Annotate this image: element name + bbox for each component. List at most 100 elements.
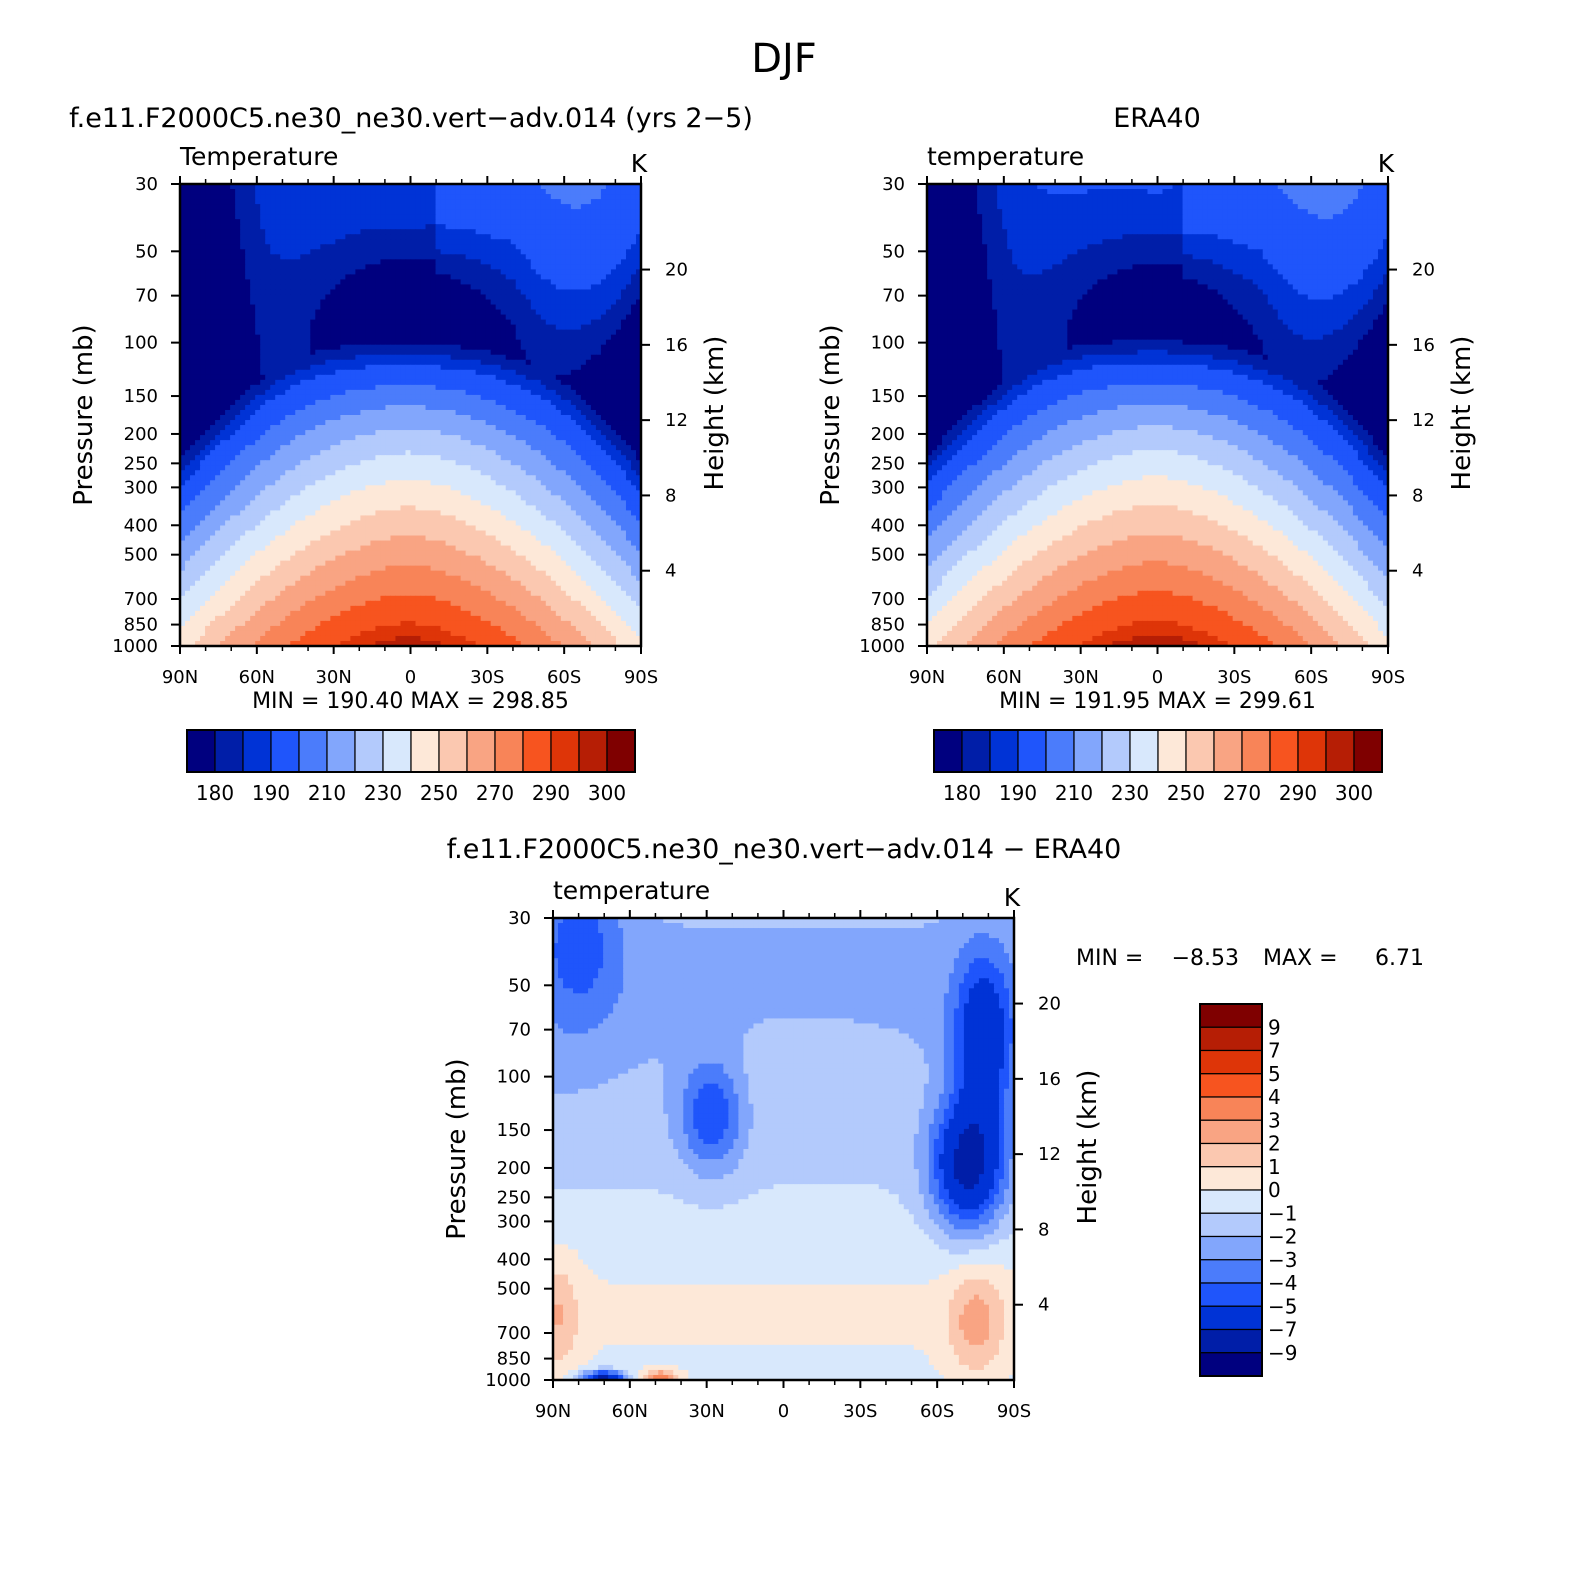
contour-cell bbox=[625, 319, 632, 326]
contour-cell bbox=[205, 319, 211, 326]
contour-cell bbox=[400, 244, 407, 250]
contour-cell bbox=[495, 409, 502, 416]
contour-cell bbox=[520, 224, 527, 230]
contour-cell bbox=[350, 254, 356, 260]
contour-cell bbox=[280, 389, 286, 396]
contour-cell bbox=[405, 214, 412, 220]
contour-cell bbox=[510, 304, 517, 311]
contour-cell bbox=[245, 450, 251, 456]
contour-cell bbox=[605, 425, 612, 431]
contour-cell bbox=[440, 259, 447, 265]
contour-cell bbox=[620, 284, 627, 291]
contour-cell bbox=[190, 334, 196, 341]
contour-cell bbox=[385, 274, 392, 281]
contour-cell bbox=[430, 379, 437, 386]
contour-cell bbox=[530, 445, 537, 451]
contour-cell bbox=[375, 294, 382, 301]
contour-cell bbox=[290, 309, 296, 316]
contour-cell bbox=[325, 219, 331, 225]
contour-cell bbox=[240, 349, 246, 356]
contour-cell bbox=[585, 284, 592, 291]
contour-cell bbox=[390, 229, 397, 235]
contour-cell bbox=[195, 234, 201, 240]
contour-cell bbox=[545, 415, 552, 421]
contour-cell bbox=[280, 425, 286, 431]
contour-cell bbox=[245, 349, 251, 356]
contour-cell bbox=[595, 334, 602, 341]
contour-cell bbox=[435, 189, 442, 195]
contour-cell bbox=[625, 239, 632, 245]
contour-cell bbox=[425, 309, 432, 316]
contour-cell bbox=[430, 254, 437, 260]
contour-cell bbox=[420, 359, 427, 366]
contour-cell bbox=[505, 420, 512, 426]
contour-cell bbox=[190, 314, 196, 321]
contour-cell bbox=[540, 204, 547, 210]
contour-cell bbox=[190, 450, 196, 456]
contour-cell bbox=[455, 344, 462, 351]
contour-cell bbox=[485, 219, 492, 225]
contour-cell bbox=[500, 244, 507, 250]
contour-cell bbox=[220, 254, 226, 260]
contour-cell bbox=[325, 430, 331, 436]
contour-cell bbox=[355, 299, 361, 306]
contour-cell bbox=[615, 359, 622, 366]
contour-cell bbox=[200, 189, 206, 195]
contour-cell bbox=[455, 224, 462, 230]
contour-cell bbox=[600, 269, 607, 275]
contour-cell bbox=[355, 269, 361, 275]
contour-cell bbox=[395, 399, 402, 406]
contour-cell bbox=[215, 314, 221, 321]
contour-cell bbox=[330, 389, 336, 396]
contour-cell bbox=[545, 354, 552, 361]
contour-cell bbox=[610, 304, 617, 311]
contour-cell bbox=[610, 389, 617, 396]
contour-cell bbox=[495, 435, 502, 441]
contour-cell bbox=[465, 450, 472, 456]
contour-cell bbox=[320, 289, 326, 296]
contour-cell bbox=[430, 404, 437, 411]
contour-cell bbox=[205, 399, 211, 406]
contour-cell bbox=[555, 314, 562, 321]
contour-cell bbox=[610, 359, 617, 366]
contour-cell bbox=[320, 319, 326, 326]
contour-cell bbox=[440, 189, 447, 195]
contour-cell bbox=[310, 324, 316, 331]
contour-cell bbox=[530, 299, 537, 306]
contour-cell bbox=[510, 445, 517, 451]
contour-cell bbox=[235, 349, 241, 356]
contour-cell bbox=[550, 259, 557, 265]
contour-cell bbox=[430, 209, 437, 215]
contour-cell bbox=[420, 379, 427, 386]
contour-cell bbox=[200, 349, 206, 356]
contour-cell bbox=[350, 219, 356, 225]
contour-cell bbox=[285, 284, 291, 291]
contour-cell bbox=[180, 234, 186, 240]
contour-cell bbox=[570, 199, 577, 205]
contour-cell bbox=[625, 369, 632, 376]
contour-cell bbox=[390, 304, 397, 311]
contour-cell bbox=[285, 264, 291, 270]
contour-cell bbox=[310, 304, 316, 311]
contour-cell bbox=[485, 279, 492, 286]
contour-cell bbox=[635, 389, 642, 396]
contour-cell bbox=[300, 264, 306, 270]
contour-cell bbox=[555, 404, 562, 411]
contour-cell bbox=[215, 239, 221, 245]
contour-cell bbox=[635, 284, 642, 291]
contour-cell bbox=[185, 234, 191, 240]
contour-cell bbox=[485, 239, 492, 245]
contour-cell bbox=[260, 425, 266, 431]
contour-cell bbox=[255, 194, 261, 200]
contour-cell bbox=[240, 214, 246, 220]
contour-cell bbox=[460, 189, 467, 195]
contour-cell bbox=[270, 384, 276, 391]
contour-cell bbox=[565, 279, 572, 286]
contour-cell bbox=[575, 435, 582, 441]
contour-cell bbox=[450, 319, 457, 326]
contour-cell bbox=[235, 189, 241, 195]
contour-cell bbox=[280, 294, 286, 301]
contour-cell bbox=[205, 415, 211, 421]
contour-cell bbox=[520, 394, 527, 401]
contour-cell bbox=[220, 289, 226, 296]
